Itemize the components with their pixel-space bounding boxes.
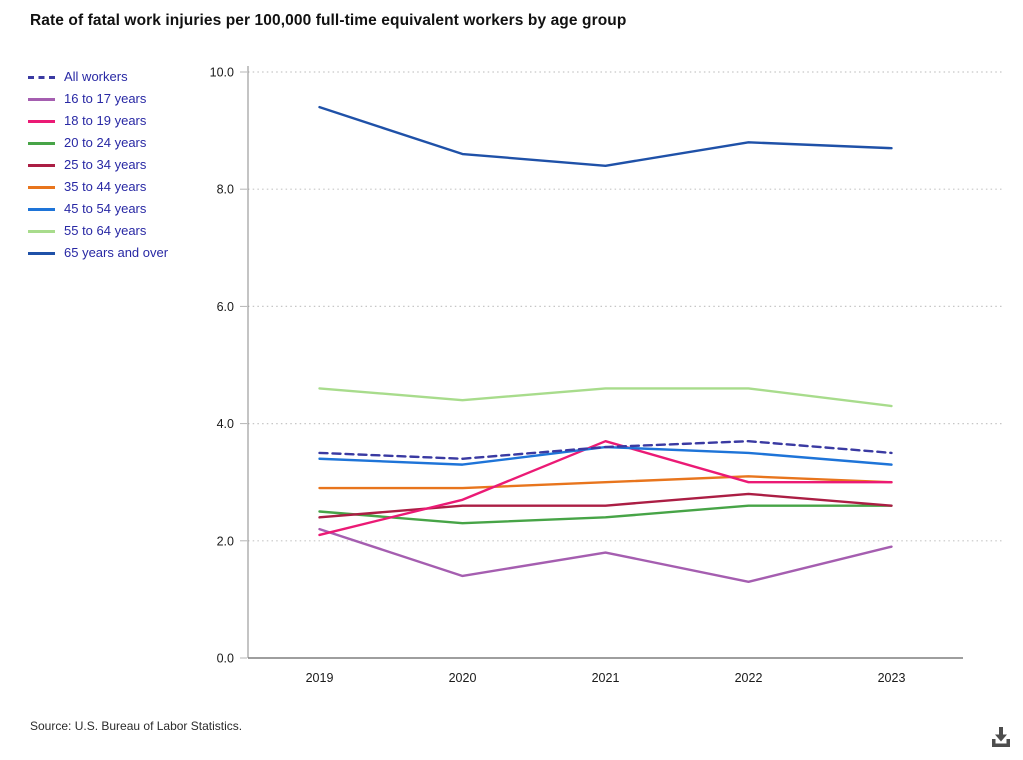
xtick-label-2019: 2019 (306, 671, 334, 685)
xtick-label-2022: 2022 (735, 671, 763, 685)
legend-item-16-to-17-years[interactable]: 16 to 17 years (28, 88, 168, 110)
ytick-label: 8.0 (217, 183, 234, 197)
ytick-label: 2.0 (217, 534, 234, 548)
chart-title: Rate of fatal work injuries per 100,000 … (30, 12, 627, 29)
legend-swatch (28, 119, 55, 123)
series-line-20-to-24-years (318, 504, 893, 525)
series-line-16-to-17-years (318, 527, 893, 584)
ytick-label: 4.0 (217, 417, 234, 431)
legend-swatch (28, 75, 55, 79)
legend-item-label: All workers (64, 69, 128, 84)
series-line-65-years-and-over (318, 105, 893, 167)
legend-item-18-to-19-years[interactable]: 18 to 19 years (28, 110, 168, 132)
legend-item-all-workers[interactable]: All workers (28, 66, 168, 88)
legend-item-label: 65 years and over (64, 245, 169, 260)
series-line-25-to-34-years (318, 492, 893, 519)
legend-item-label: 45 to 54 years (64, 201, 147, 216)
series-line-18-to-19-years (318, 439, 893, 537)
legend-swatch (28, 229, 55, 233)
legend-item-label: 18 to 19 years (64, 113, 147, 128)
ytick-label: 0.0 (217, 652, 234, 666)
legend-item-45-to-54-years[interactable]: 45 to 54 years (28, 198, 168, 220)
legend-swatch (28, 97, 55, 101)
legend-swatch (28, 163, 55, 167)
legend-item-55-to-64-years[interactable]: 55 to 64 years (28, 220, 168, 242)
series-line-35-to-44-years (318, 475, 893, 490)
legend-item-label: 20 to 24 years (64, 135, 147, 150)
legend: All workers 16 to 17 years 18 to 19 years 2… (28, 66, 168, 264)
xtick-label-2023: 2023 (878, 671, 906, 685)
legend-item-label: 25 to 34 years (64, 157, 147, 172)
source-note: Source: U.S. Bureau of Labor Statistics. (30, 719, 243, 733)
legend-item-65-years-and-over[interactable]: 65 years and over (28, 242, 168, 264)
ytick-label: 10.0 (210, 66, 234, 80)
legend-item-label: 16 to 17 years (64, 91, 147, 106)
legend-swatch (28, 185, 55, 189)
legend-item-label: 35 to 44 years (64, 179, 147, 194)
legend-item-35-to-44-years[interactable]: 35 to 44 years (28, 176, 168, 198)
ytick-label: 6.0 (217, 300, 234, 314)
legend-item-label: 55 to 64 years (64, 223, 147, 238)
legend-item-20-to-24-years[interactable]: 20 to 24 years (28, 132, 168, 154)
xtick-label-2021: 2021 (592, 671, 620, 685)
series-line-all-workers (318, 439, 893, 460)
xtick-label-2020: 2020 (449, 671, 477, 685)
series-line-55-to-64-years (318, 387, 893, 408)
legend-swatch (28, 141, 55, 145)
download-button[interactable] (985, 722, 1017, 752)
download-icon (992, 727, 1010, 747)
legend-swatch (28, 207, 55, 211)
legend-item-25-to-34-years[interactable]: 25 to 34 years (28, 154, 168, 176)
legend-swatch (28, 251, 55, 255)
